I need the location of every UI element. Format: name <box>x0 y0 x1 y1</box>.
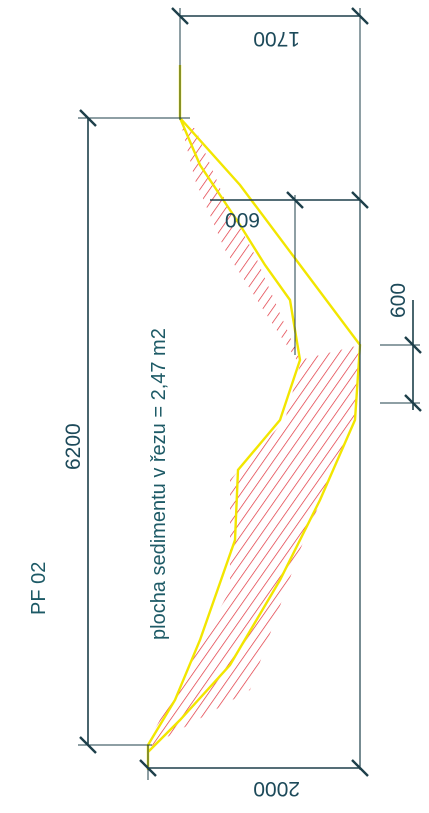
terrain-line <box>146 65 302 770</box>
dimension-2000 <box>139 745 369 780</box>
sediment-area <box>148 128 360 760</box>
section-name: PF 02 <box>28 562 50 615</box>
dimension-600-side <box>359 200 422 770</box>
dimension-1700-label: 1700 <box>253 27 300 50</box>
dimension-1700 <box>171 7 369 200</box>
dimension-6200 <box>78 109 190 754</box>
dimension-2000-label: 2000 <box>253 777 300 800</box>
dimension-6200-label: 6200 <box>62 423 85 470</box>
bottom-line <box>147 117 362 753</box>
dimension-600-side-label: 600 <box>387 283 410 318</box>
area-label: plocha sedimentu v řezu = 2,47 m2 <box>148 328 170 640</box>
dimension-600-mid-label: 600 <box>225 208 260 231</box>
